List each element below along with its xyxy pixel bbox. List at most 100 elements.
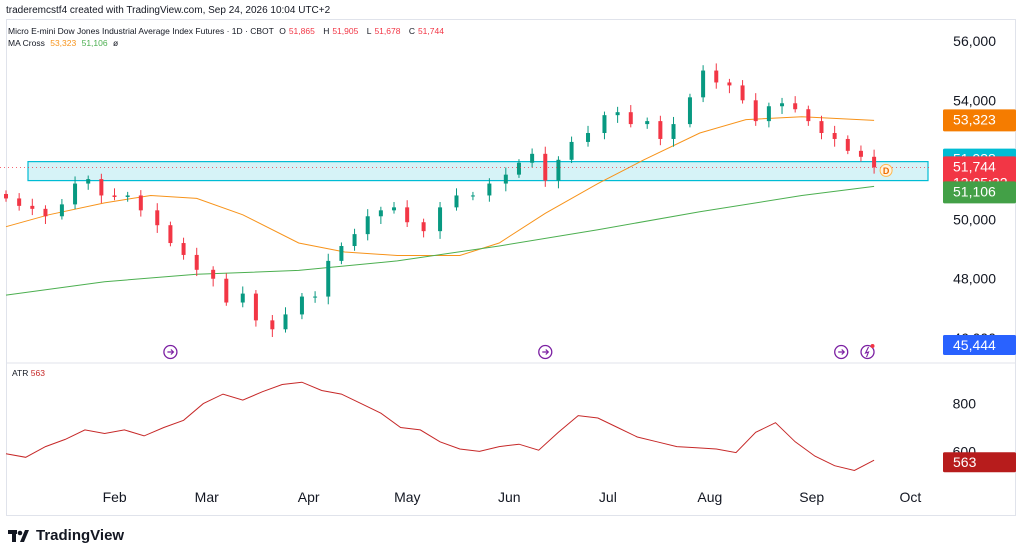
ma-fast-value: 53,323 bbox=[50, 38, 77, 48]
candle bbox=[43, 208, 48, 217]
candle bbox=[516, 162, 521, 175]
ma-slow-badge bbox=[943, 181, 1016, 204]
ma-name: MA Cross bbox=[8, 38, 45, 48]
low-badge-text: 45,444 bbox=[953, 337, 996, 353]
price-tick-label: 50,000 bbox=[953, 211, 996, 227]
candle bbox=[687, 97, 692, 125]
ma-fast-line bbox=[5, 116, 875, 256]
ma-slow-value: 51,106 bbox=[81, 38, 108, 48]
candle bbox=[556, 159, 561, 181]
candle bbox=[832, 133, 837, 139]
candle bbox=[645, 121, 650, 125]
x-tick-label: Feb bbox=[103, 489, 127, 505]
candle bbox=[454, 195, 459, 208]
price-tick-label: 56,000 bbox=[953, 33, 996, 49]
atr-legend[interactable]: ATR 563 bbox=[12, 368, 45, 378]
candle bbox=[569, 141, 574, 160]
candle bbox=[30, 205, 35, 209]
candle bbox=[438, 207, 443, 232]
open-label: O 51,865 bbox=[279, 26, 315, 36]
candle bbox=[766, 106, 771, 122]
candle bbox=[503, 174, 508, 184]
x-tick-label: May bbox=[394, 489, 420, 505]
candle bbox=[326, 260, 331, 297]
candle bbox=[858, 150, 863, 157]
low-badge bbox=[943, 335, 1016, 355]
candle bbox=[487, 183, 492, 196]
symbol-title: Micro E-mini Dow Jones Industrial Averag… bbox=[8, 26, 274, 36]
ma-slow-badge-text: 51,106 bbox=[953, 183, 996, 199]
candle bbox=[628, 112, 633, 125]
candle bbox=[155, 210, 160, 226]
low-label: L 51,678 bbox=[366, 26, 401, 36]
candle bbox=[405, 207, 410, 223]
candle bbox=[181, 243, 186, 255]
candle bbox=[86, 179, 91, 184]
alert-dot bbox=[870, 344, 875, 348]
candle bbox=[17, 198, 22, 206]
candle bbox=[112, 195, 117, 197]
last-price-badge-text: 51,744 bbox=[953, 158, 996, 174]
candle bbox=[138, 195, 143, 211]
candle bbox=[701, 70, 706, 98]
dividend-marker bbox=[879, 163, 893, 177]
candle bbox=[753, 100, 758, 122]
price-tick-label: 48,000 bbox=[953, 271, 996, 287]
candle bbox=[586, 133, 591, 142]
candle bbox=[806, 109, 811, 122]
candle bbox=[392, 207, 397, 211]
ma-fast-badge bbox=[943, 109, 1016, 132]
tradingview-logo-icon bbox=[8, 529, 29, 542]
x-tick-label: Apr bbox=[298, 489, 320, 505]
candle bbox=[211, 269, 216, 279]
arrow-glyph bbox=[542, 349, 550, 355]
candle bbox=[339, 246, 344, 261]
arrow-glyph bbox=[838, 349, 846, 355]
atr-line bbox=[5, 381, 875, 472]
x-tick-label: Jul bbox=[599, 489, 617, 505]
ma-fast-badge-text: 53,323 bbox=[953, 111, 996, 127]
atr-tick-label: 800 bbox=[953, 396, 977, 412]
candle bbox=[352, 234, 357, 247]
candle bbox=[543, 153, 548, 181]
candle bbox=[602, 115, 607, 134]
x-tick-label: Jun bbox=[498, 489, 521, 505]
candle bbox=[872, 156, 877, 168]
candle bbox=[671, 124, 676, 139]
candle bbox=[73, 183, 78, 205]
brand-text: TradingView bbox=[36, 527, 125, 544]
candle bbox=[421, 222, 426, 232]
candle bbox=[59, 204, 64, 217]
tradingview-logo[interactable]: TradingView bbox=[8, 527, 124, 544]
candle bbox=[283, 314, 288, 330]
candle bbox=[240, 293, 245, 303]
candle bbox=[714, 70, 719, 83]
symbol-legend[interactable]: Micro E-mini Dow Jones Industrial Averag… bbox=[8, 26, 450, 36]
support-zone bbox=[27, 161, 929, 182]
x-tick-label: Oct bbox=[900, 489, 922, 505]
candle bbox=[470, 195, 475, 197]
atr-name: ATR bbox=[12, 368, 29, 378]
x-tick-label: Sep bbox=[799, 489, 824, 505]
candle bbox=[194, 254, 199, 270]
atr-badge-text: 563 bbox=[953, 454, 977, 470]
candle bbox=[530, 153, 535, 163]
candle bbox=[270, 320, 275, 330]
author-line: traderemcstf4 created with TradingView.c… bbox=[6, 5, 331, 16]
candle bbox=[168, 225, 173, 244]
candle bbox=[740, 85, 745, 101]
candle bbox=[378, 210, 383, 217]
candle bbox=[4, 193, 8, 199]
high-label: H 51,905 bbox=[323, 26, 359, 36]
candle bbox=[727, 82, 732, 86]
candle bbox=[125, 195, 130, 197]
candle bbox=[224, 278, 229, 303]
candle bbox=[365, 216, 370, 235]
ma-legend[interactable]: MA Cross 53,323 51,106 ø bbox=[8, 38, 121, 48]
dividend-marker-text: D bbox=[883, 166, 890, 176]
candle bbox=[845, 138, 850, 151]
candle bbox=[615, 112, 620, 116]
x-tick-label: Mar bbox=[195, 489, 219, 505]
settings-icon[interactable]: ø bbox=[112, 38, 119, 48]
